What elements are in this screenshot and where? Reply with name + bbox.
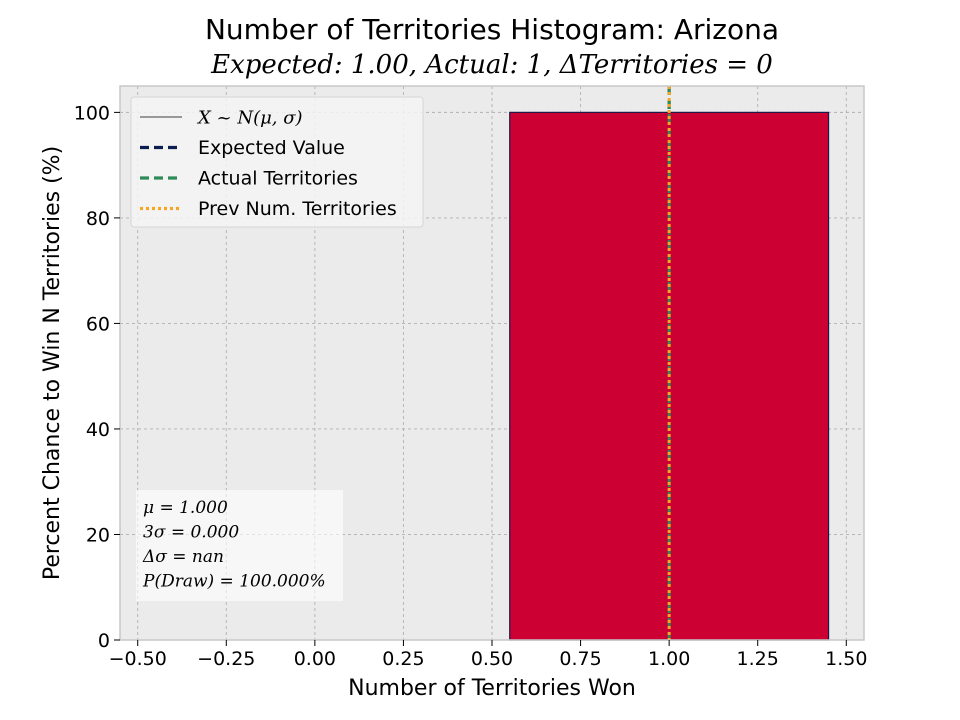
chart-subtitle: Expected: 1.00, Actual: 1, ΔTerritories … [210,50,773,80]
x-tick-label: 0.50 [471,648,513,670]
x-tick-label: 1.25 [737,648,779,670]
stats-line: Δσ = nan [142,547,224,567]
y-tick-label: 100 [74,102,110,124]
x-tick-label: 0.75 [559,648,601,670]
legend-label: X ~ N(μ, σ) [196,108,303,129]
legend-box [130,96,424,228]
stats-line: P(Draw) = 100.000% [142,572,326,592]
y-axis-label: Percent Chance to Win N Territories (%) [40,146,65,580]
x-tick-label: 0.00 [294,648,336,670]
legend-label: Actual Territories [198,168,358,190]
legend-label: Prev Num. Territories [198,198,397,220]
chart-title: Number of Territories Histogram: Arizona [205,13,779,46]
stats-line: 3σ = 0.000 [143,523,239,543]
x-axis-label: Number of Territories Won [348,676,636,701]
stats-line: μ = 1.000 [143,498,228,518]
legend: X ~ N(μ, σ) Expected Value Actual Territor… [130,96,424,228]
legend-label: Expected Value [198,137,345,159]
stats-box: μ = 1.000 3σ = 0.000 Δσ = nan P(Draw) = 100… [136,490,343,601]
y-tick-label: 60 [86,313,110,335]
x-tick-label: −0.25 [197,648,255,670]
y-tick-label: 20 [86,524,110,546]
x-tick-label: 1.50 [825,648,867,670]
stats-box-bg [136,490,343,601]
x-tick-label: 0.25 [382,648,424,670]
y-tick-label: 0 [98,630,110,652]
y-tick-label: 40 [86,419,110,441]
x-tick-label: 1.00 [648,648,690,670]
y-tick-label: 80 [86,208,110,230]
x-tick-label: −0.50 [109,648,167,670]
